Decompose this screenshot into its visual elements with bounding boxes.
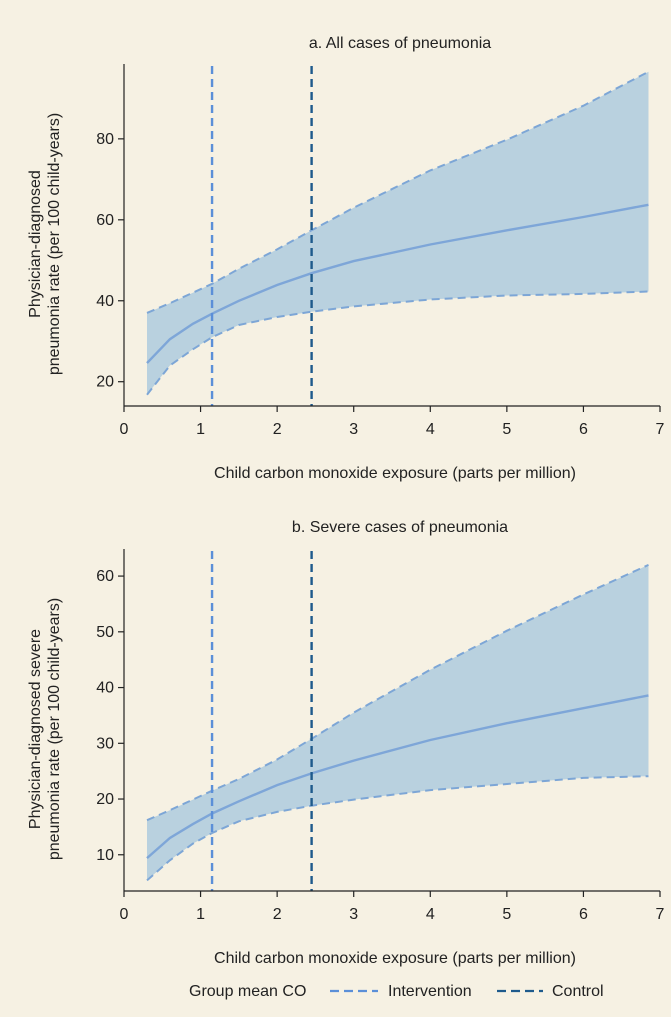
y-axis-label-line: pneumonia rate (per 100 child-years) [46,113,63,375]
x-tick-label: 4 [426,421,435,438]
panel-all-cases: 0 1 2 3 4 5 6 7 20 40 60 80 a. All cases of pneumoni… [27,35,665,482]
y-tick-label: 50 [96,624,114,641]
estimate-line [146,203,649,364]
y-tick-label: 40 [96,680,114,697]
y-tick-label: 30 [96,735,114,752]
y-tick-label: 80 [96,131,114,148]
x-axis-label: Child carbon monoxide exposure (parts pe… [214,465,576,482]
x-tick-label: 6 [579,906,588,923]
estimate-line [146,694,649,860]
y-tick-label: 20 [96,791,114,808]
x-tick-label: 7 [656,421,665,438]
panel-severe-cases: 0 1 2 3 4 5 6 7 10 20 30 40 50 60 b. Severe cases of p… [27,519,665,967]
upper-ci-line [146,563,649,822]
x-tick-label: 6 [579,421,588,438]
x-tick-label: 3 [349,906,358,923]
lower-ci-line [146,290,649,396]
ci-band [147,564,649,881]
y-axis-label: Physician-diagnosed pneumonia rate (per 1… [27,113,63,375]
x-tick-label: 1 [196,906,205,923]
legend: Group mean CO Intervention Control [189,983,604,1000]
y-tick-label: 10 [96,847,114,864]
x-tick-label: 5 [502,906,511,923]
x-axis-label: Child carbon monoxide exposure (parts pe… [214,950,576,967]
y-tick-label: 40 [96,293,114,310]
legend-title: Group mean CO [189,983,306,1000]
x-tick-label: 4 [426,906,435,923]
y-axis-label-line: Physician-diagnosed [27,170,44,318]
y-tick-label: 60 [96,212,114,229]
ci-band [147,71,649,395]
x-tick-label: 3 [349,421,358,438]
x-tick-label: 1 [196,421,205,438]
lower-ci-line [146,775,649,882]
y-tick-label: 20 [96,374,114,391]
panel-title: a. All cases of pneumonia [309,35,491,52]
y-axis-label-line: pneumonia rate (per 100 child-years) [46,598,63,860]
legend-label-control: Control [552,983,604,1000]
legend-label-intervention: Intervention [388,983,472,1000]
x-tick-label: 2 [273,906,282,923]
x-tick-label: 7 [656,906,665,923]
x-tick-label: 2 [273,421,282,438]
x-tick-label: 0 [120,421,129,438]
y-tick-label: 60 [96,568,114,585]
x-tick-label: 0 [120,906,129,923]
y-axis-label-line: Physician-diagnosed severe [27,629,44,829]
panel-title: b. Severe cases of pneumonia [292,519,508,536]
y-axis-label: Physician-diagnosed severe pneumonia rate… [27,598,63,860]
x-tick-label: 5 [502,421,511,438]
upper-ci-line [146,70,649,314]
